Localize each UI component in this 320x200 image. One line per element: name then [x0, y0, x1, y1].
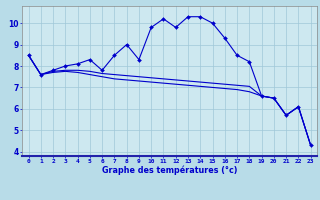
- X-axis label: Graphe des températures (°c): Graphe des températures (°c): [102, 165, 237, 175]
